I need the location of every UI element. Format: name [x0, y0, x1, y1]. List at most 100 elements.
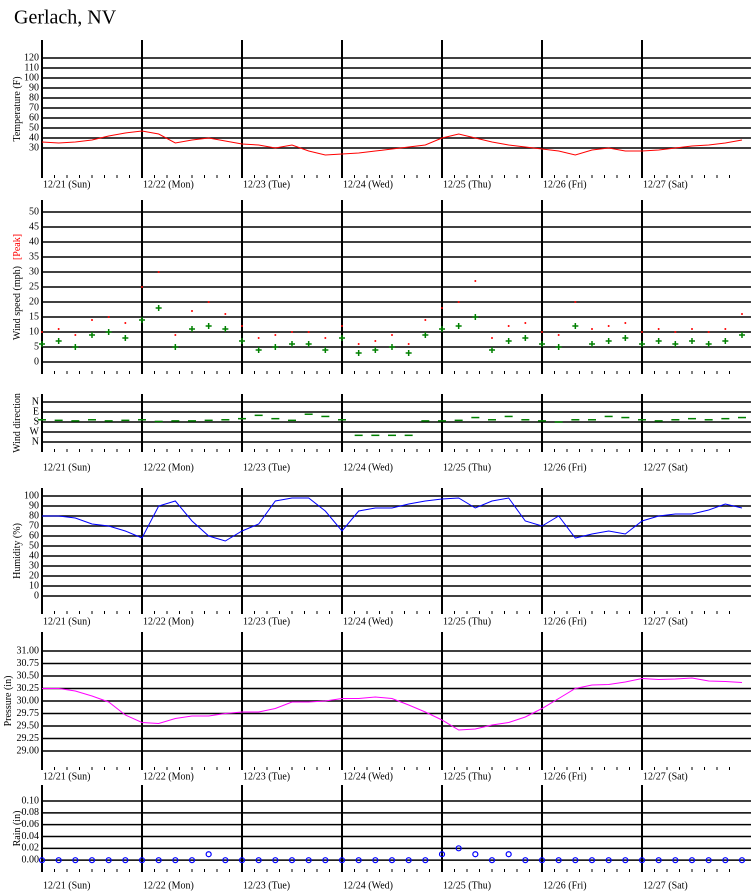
rain-point — [105, 857, 112, 864]
page-title: Gerlach, NV — [14, 7, 117, 29]
y-tick-label: 30 — [29, 142, 39, 153]
y-tick-label: 40 — [29, 236, 39, 247]
x-tick-label: 12/24 (Wed) — [343, 179, 393, 190]
y-tick-label: 0.00 — [22, 854, 40, 865]
x-tick-label: 12/25 (Thu) — [443, 771, 491, 782]
y-tick-label: 100 — [24, 490, 39, 501]
peak-point — [291, 331, 293, 333]
rain-point — [372, 857, 379, 864]
y-tick-label: 30 — [29, 560, 39, 571]
rain-point — [638, 857, 646, 864]
y-tick-label: N — [32, 436, 39, 447]
wind-point — [639, 341, 645, 347]
rain-point — [705, 857, 712, 864]
wind-point — [239, 338, 245, 344]
peak-point — [107, 316, 110, 318]
x-tick-label: 12/27 (Sat) — [643, 462, 688, 473]
data-line — [42, 677, 743, 731]
y-axis-label-text: Wind speed (mph) — [12, 266, 23, 340]
y-tick-label: 40 — [29, 550, 39, 561]
rain-point — [655, 857, 662, 864]
y-tick-label: 50 — [29, 122, 39, 133]
y-tick-label: 80 — [29, 510, 39, 521]
y-tick-label: 29.50 — [17, 720, 40, 731]
rain-point — [388, 857, 396, 864]
rain-point — [605, 857, 612, 864]
wind-point — [289, 341, 295, 347]
peak-point — [157, 271, 160, 273]
peak-point — [641, 331, 643, 333]
rain-point — [455, 845, 462, 852]
x-tick-label: 12/22 (Mon) — [143, 616, 194, 627]
peak-point — [491, 337, 493, 339]
wind-point — [689, 338, 695, 344]
y-tick-label: 60 — [29, 530, 39, 541]
rain-point — [422, 857, 429, 864]
rain-point — [172, 857, 179, 864]
x-tick-label: 12/25 (Thu) — [443, 179, 491, 190]
wind-point — [55, 338, 62, 344]
y-tick-label: 0.10 — [22, 795, 40, 806]
wind-point — [455, 323, 462, 329]
peak-point — [457, 301, 460, 303]
peak-point — [257, 337, 260, 339]
y-tick-label: 90 — [29, 82, 39, 93]
rain-point — [688, 857, 696, 864]
x-tick-label: 12/26 (Fri) — [543, 771, 587, 782]
y-tick-label: 0.08 — [22, 807, 40, 818]
x-tick-label: 12/22 (Mon) — [143, 462, 194, 473]
wind-point — [572, 323, 579, 329]
y-axis-label-text: Humidity (%) — [12, 523, 23, 579]
peak-point — [657, 328, 660, 330]
wind-point — [522, 335, 529, 341]
peak-point — [274, 334, 277, 336]
wind-point — [222, 326, 229, 332]
rain-point — [505, 851, 512, 858]
rain-point — [405, 857, 412, 864]
rain-point — [155, 857, 162, 864]
wind-point — [422, 332, 429, 338]
y-tick-label: 80 — [29, 92, 39, 103]
rain-point — [272, 857, 279, 864]
peak-point — [357, 343, 360, 345]
y-tick-label: 5 — [34, 341, 39, 352]
peak-point — [141, 286, 143, 288]
x-tick-label: 12/22 (Mon) — [143, 880, 194, 891]
rain-point — [38, 857, 46, 864]
wind-point — [472, 314, 479, 320]
rain-point — [622, 857, 629, 864]
y-axis-label: Pressure (in) — [3, 676, 14, 727]
y-tick-label: 15 — [29, 311, 39, 322]
rain-point — [488, 857, 496, 864]
wind-point — [89, 332, 95, 338]
wind-point — [405, 350, 412, 356]
x-tick-label: 12/21 (Sun) — [43, 462, 91, 473]
rain-point — [538, 857, 546, 864]
x-tick-label: 12/22 (Mon) — [143, 771, 194, 782]
rain-point — [672, 857, 679, 864]
peak-point — [307, 331, 310, 333]
y-tick-label: 29.00 — [17, 745, 40, 756]
y-tick-label: 0.04 — [22, 831, 40, 842]
peak-point — [191, 310, 193, 312]
peak-point — [424, 319, 427, 321]
wind-point — [489, 347, 495, 353]
x-tick-label: 12/23 (Tue) — [243, 616, 290, 627]
peak-point — [124, 322, 127, 324]
wind-point — [322, 347, 329, 353]
x-tick-label: 12/25 (Thu) — [443, 880, 491, 891]
x-tick-label: 12/21 (Sun) — [43, 616, 91, 627]
y-tick-label: 60 — [29, 112, 39, 123]
x-tick-label: 12/22 (Mon) — [143, 179, 194, 190]
peak-point — [557, 334, 560, 336]
x-tick-label: 12/27 (Sat) — [643, 179, 688, 190]
peak-point — [74, 334, 77, 336]
y-tick-label: 20 — [29, 570, 39, 581]
peak-point — [724, 328, 727, 330]
wind-point — [305, 341, 312, 347]
rain-point — [738, 857, 746, 864]
y-axis-label: Temperature (F) — [12, 76, 23, 141]
rain-point — [355, 857, 362, 864]
y-tick-label: 0 — [34, 590, 39, 601]
y-axis-label: Humidity (%) — [12, 523, 23, 579]
